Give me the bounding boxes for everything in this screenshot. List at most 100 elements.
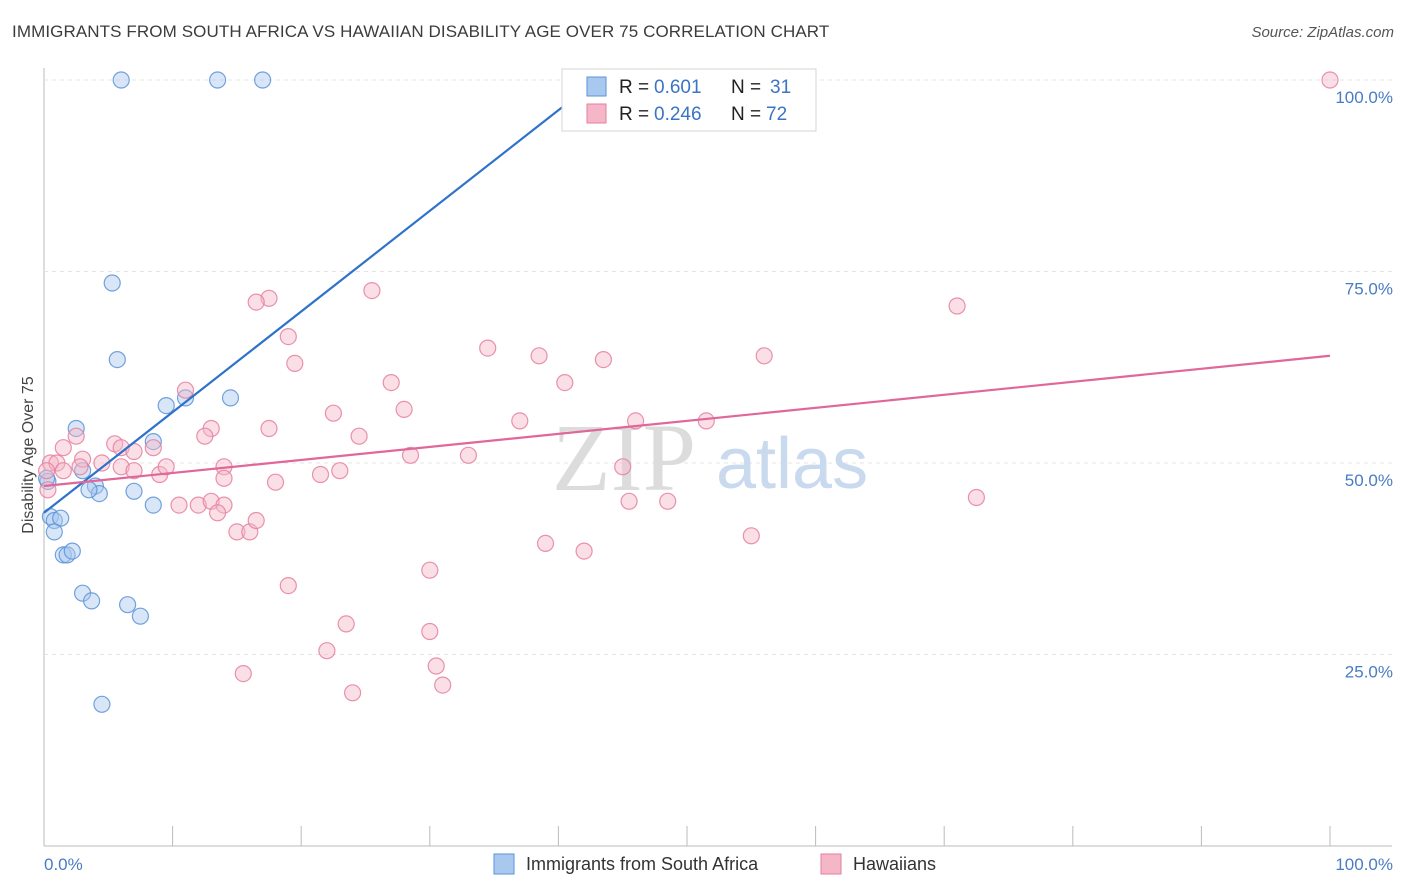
- point-pink-3: [247, 293, 265, 311]
- point-blue-1: [209, 71, 227, 89]
- point-pink-69: [434, 676, 452, 694]
- point-blue-5: [108, 351, 126, 369]
- legend-swatch-blue: [586, 76, 607, 97]
- point-blue-28: [131, 607, 149, 625]
- y-tick-labels: 100.0% 75.0% 50.0% 25.0%: [1335, 88, 1393, 682]
- point-pink-10: [594, 351, 613, 369]
- point-pink-63: [421, 622, 439, 641]
- point-pink-39: [157, 458, 175, 476]
- point-pink-7: [479, 339, 497, 357]
- point-pink-59: [575, 542, 593, 560]
- point-pink-62: [421, 561, 439, 579]
- point-blue-10: [144, 433, 162, 451]
- point-pink-35: [54, 462, 72, 480]
- point-pink-20: [260, 419, 278, 438]
- chart-title: IMMIGRANTS FROM SOUTH AFRICA VS HAWAIIAN…: [12, 22, 830, 41]
- point-pink-0: [1321, 71, 1339, 89]
- legend-n-label-2: N =: [731, 104, 761, 125]
- point-pink-57: [247, 511, 265, 530]
- point-pink-60: [742, 527, 760, 545]
- point-blue-29: [93, 695, 111, 713]
- point-pink-24: [112, 439, 130, 457]
- point-pink-52: [620, 492, 638, 510]
- point-pink-37: [112, 458, 130, 476]
- point-pink-38: [125, 462, 143, 480]
- point-pink-51: [209, 504, 227, 522]
- watermark-atlas: atlas: [716, 424, 868, 504]
- stats-legend: R = 0.601 N = 31 R = 0.246 N = 72: [561, 68, 817, 132]
- series-legend-label-pink: Hawaiians: [853, 854, 936, 874]
- point-blue-2: [254, 71, 272, 89]
- point-pink-22: [54, 439, 72, 457]
- series-legend: Immigrants from South Africa Hawaiians: [493, 853, 936, 875]
- point-pink-4: [363, 282, 381, 300]
- y-tick-label-1: 75.0%: [1345, 280, 1393, 299]
- legend-n-value-1: 31: [770, 77, 791, 98]
- trend-line-pink: [43, 354, 1331, 488]
- point-pink-9: [556, 374, 574, 392]
- point-pink-26: [350, 427, 368, 445]
- legend-r-label-1: R =: [619, 77, 649, 98]
- x-axis-ticks: [43, 826, 1331, 846]
- legend-r-label-2: R =: [619, 104, 649, 125]
- point-pink-8: [530, 347, 548, 365]
- point-pink-70: [215, 469, 233, 487]
- y-tick-label-3: 25.0%: [1345, 663, 1393, 682]
- point-pink-29: [93, 454, 111, 472]
- trend-lines: [43, 79, 1331, 514]
- point-blue-20: [144, 496, 162, 514]
- point-pink-42: [331, 462, 349, 480]
- point-pink-50: [170, 496, 188, 514]
- point-pink-41: [311, 465, 330, 484]
- point-pink-12: [382, 374, 400, 392]
- point-blue-24: [63, 542, 81, 560]
- point-pink-34: [37, 462, 56, 480]
- point-pink-36: [71, 458, 89, 476]
- point-blue-8: [221, 389, 240, 407]
- point-pink-45: [614, 458, 632, 476]
- chart-source: Source: ZipAtlas.com: [1251, 24, 1394, 41]
- y-tick-label-0: 100.0%: [1335, 88, 1393, 107]
- point-blue-13: [90, 485, 108, 503]
- point-blue-26: [82, 592, 101, 610]
- point-pink-61: [279, 576, 297, 595]
- point-pink-54: [967, 488, 986, 507]
- point-blue-6: [157, 397, 175, 415]
- point-pink-47: [189, 496, 207, 514]
- point-pink-27: [196, 427, 214, 445]
- point-pink-25: [144, 439, 162, 457]
- point-blue-14: [80, 481, 98, 499]
- point-pink-11: [286, 354, 304, 372]
- series-legend-swatch-pink: [820, 853, 842, 875]
- point-pink-53: [659, 492, 677, 510]
- point-blue-21: [45, 523, 63, 541]
- data-points: [37, 71, 1339, 713]
- y-tick-label-2: 50.0%: [1345, 471, 1393, 490]
- x-tick-label-right: 100.0%: [1335, 855, 1393, 874]
- gridlines: [44, 79, 1392, 655]
- point-pink-6: [279, 328, 297, 346]
- x-tick-label-left: 0.0%: [44, 855, 83, 874]
- point-pink-58: [536, 534, 555, 553]
- legend-swatch-pink: [586, 103, 607, 124]
- legend-r-value-2: 0.246: [654, 104, 702, 125]
- legend-n-label-1: N =: [731, 77, 761, 98]
- series-legend-label-blue: Immigrants from South Africa: [526, 854, 759, 874]
- legend-r-value-1: 0.601: [654, 77, 702, 98]
- series-legend-swatch-blue: [493, 853, 515, 875]
- point-pink-65: [318, 642, 336, 660]
- point-pink-67: [234, 664, 252, 683]
- point-blue-15: [125, 482, 143, 500]
- point-pink-21: [67, 427, 85, 445]
- point-pink-71: [266, 473, 285, 491]
- y-axis-label: Disability Age Over 75: [20, 376, 37, 534]
- point-pink-18: [697, 412, 715, 430]
- point-pink-13: [176, 381, 195, 399]
- point-pink-43: [401, 446, 420, 464]
- point-blue-4: [103, 274, 121, 292]
- point-blue-27: [118, 596, 137, 614]
- point-pink-55: [228, 523, 246, 541]
- legend-n-value-2: 72: [766, 104, 787, 125]
- point-pink-5: [755, 347, 773, 365]
